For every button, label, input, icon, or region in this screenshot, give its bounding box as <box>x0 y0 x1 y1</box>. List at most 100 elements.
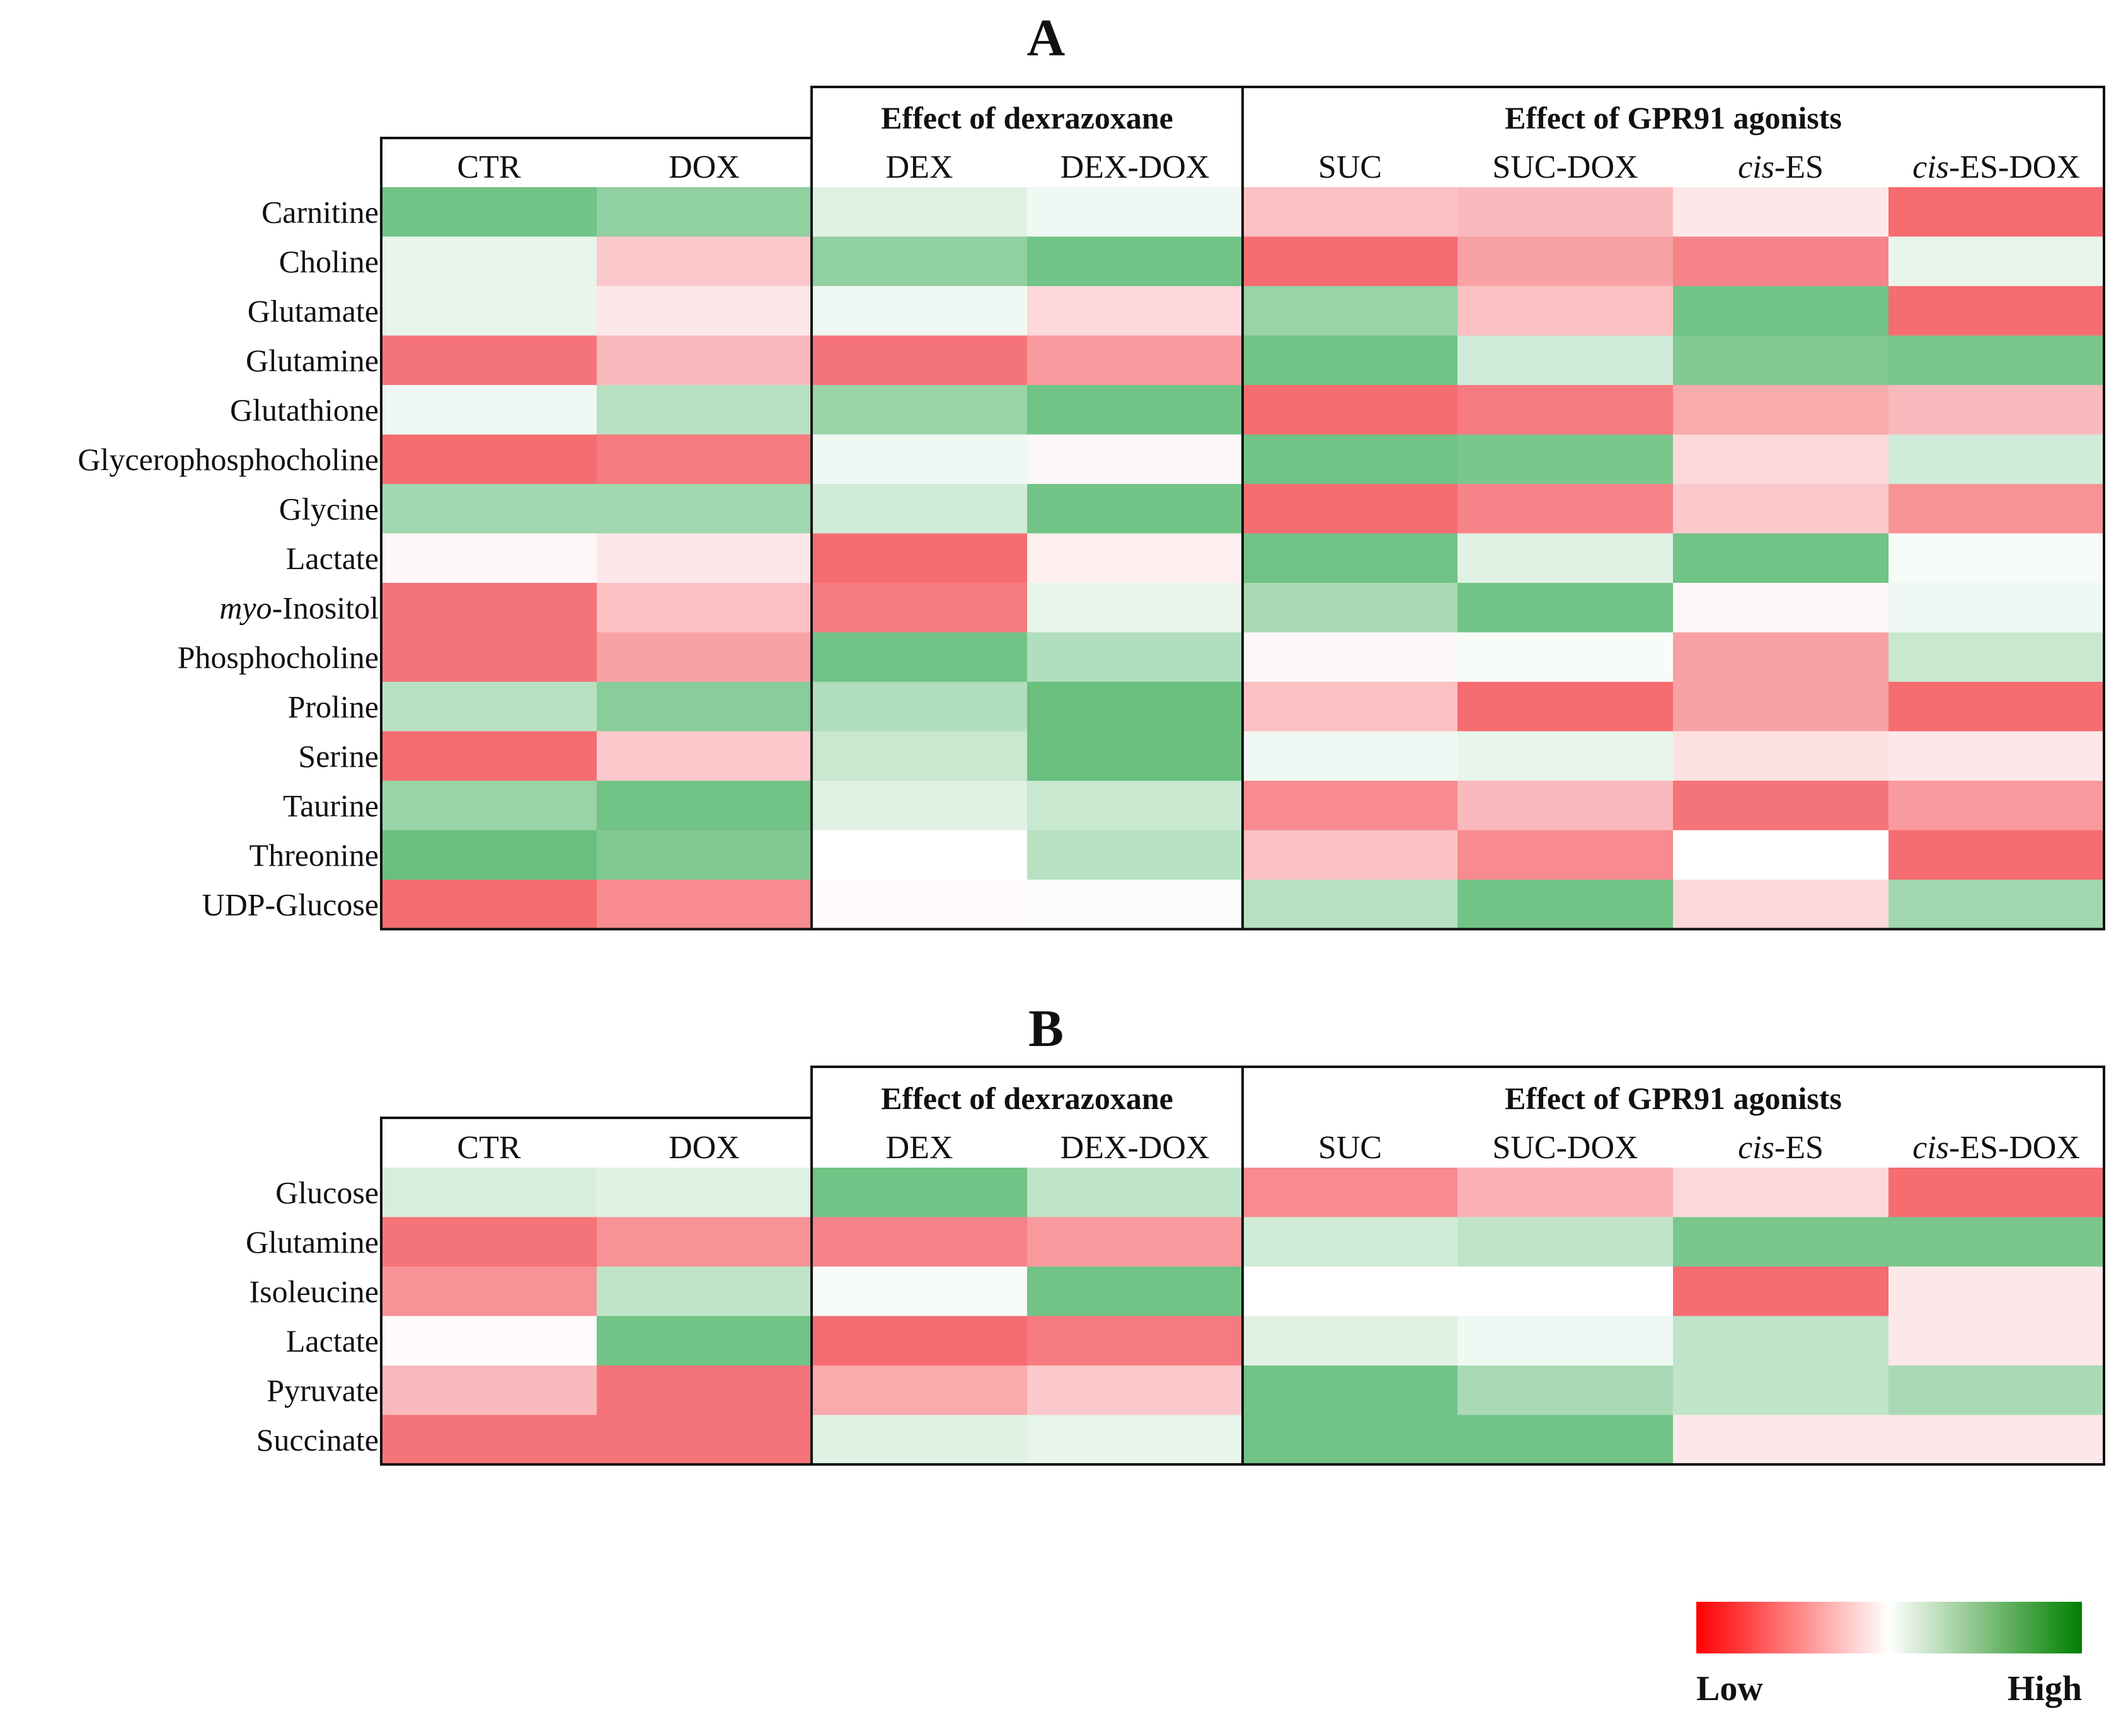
cell-glutamine-cis-es-dox <box>1888 335 2105 386</box>
cell-threonine-suc-dox <box>1457 830 1674 880</box>
cell-glutamate-cis-es-dox <box>1888 286 2105 336</box>
cell-serine-cis-es-dox <box>1888 731 2105 781</box>
cell-proline-cis-es <box>1673 682 1889 732</box>
cell-isoleucine-suc-dox <box>1457 1267 1674 1317</box>
column-label-suc-dox: SUC-DOX <box>1492 149 1638 185</box>
group-frame-3 <box>1241 86 2105 931</box>
row-label-serine: Serine <box>298 739 379 774</box>
cell-udp-glucose-ctr <box>381 880 597 930</box>
cell-glutathione-ctr <box>381 385 597 435</box>
cell-glycerophosphocholine-cis-es-dox <box>1888 434 2105 485</box>
cell-choline-cis-es-dox <box>1888 236 2105 287</box>
heatmap-cells <box>381 1168 2105 1465</box>
column-label-cis-es: cis-ES <box>1738 1130 1824 1166</box>
row-label-glycerophosphocholine: Glycerophosphocholine <box>78 442 379 477</box>
column-label-dex-dox: DEX-DOX <box>1060 149 1210 185</box>
row-label-carnitine: Carnitine <box>262 194 379 229</box>
cell-proline-suc-dox <box>1457 682 1674 732</box>
cell-udp-glucose-dex-dox <box>1027 880 1243 930</box>
cell-lactate-dex <box>812 1316 1028 1366</box>
cell-glycerophosphocholine-dex-dox <box>1027 434 1243 485</box>
column-label-suc: SUC <box>1318 149 1382 185</box>
cell-lactate-cis-es <box>1673 533 1889 583</box>
legend-low-label: Low <box>1696 1669 1763 1708</box>
cell-carnitine-dex-dox <box>1027 187 1243 238</box>
cell-serine-ctr <box>381 731 597 781</box>
cell-phosphocholine-dex-dox <box>1027 632 1243 682</box>
cell-glycine-ctr <box>381 484 597 534</box>
cell-phosphocholine-cis-es-dox <box>1888 632 2105 682</box>
cell-taurine-dex <box>812 781 1028 831</box>
cell-succinate-ctr <box>381 1415 597 1465</box>
row-label-glucose: Glucose <box>275 1175 379 1210</box>
cell-glutamine-dex-dox <box>1027 335 1243 386</box>
cell-pyruvate-suc-dox <box>1457 1365 1674 1416</box>
column-label-cis-es: cis-ES <box>1738 149 1824 185</box>
cell-glucose-dex-dox <box>1027 1168 1243 1218</box>
cell-succinate-cis-es <box>1673 1415 1889 1465</box>
column-label-suc: SUC <box>1318 1130 1382 1166</box>
row-label-lactate: Lactate <box>286 541 379 576</box>
row-label-taurine: Taurine <box>283 788 379 823</box>
cell-phosphocholine-ctr <box>381 632 597 682</box>
row-label-glutamine: Glutamine <box>246 1224 379 1260</box>
row-label-succinate: Succinate <box>256 1422 379 1457</box>
cell-glycerophosphocholine-suc-dox <box>1457 434 1674 485</box>
cell-glutamate-cis-es <box>1673 286 1889 336</box>
cell-taurine-suc <box>1243 781 1458 831</box>
cell-succinate-suc-dox <box>1457 1415 1674 1465</box>
cell-threonine-dex <box>812 830 1028 880</box>
cell-glucose-ctr <box>381 1168 597 1218</box>
cell-choline-cis-es <box>1673 236 1889 287</box>
cell-glucose-suc-dox <box>1457 1168 1674 1218</box>
cell-carnitine-dex <box>812 187 1028 238</box>
cell-glutathione-dex-dox <box>1027 385 1243 435</box>
cell-glutamine-dex <box>812 335 1028 386</box>
cell-isoleucine-dox <box>597 1267 812 1317</box>
cell-glucose-suc <box>1243 1168 1458 1218</box>
color-scale-legend: Low High <box>1696 1602 2082 1708</box>
cell-carnitine-dox <box>597 187 812 238</box>
cell-glycine-cis-es <box>1673 484 1889 534</box>
cell-glycine-dex-dox <box>1027 484 1243 534</box>
row-label-pyruvate: Pyruvate <box>267 1372 379 1408</box>
column-label-dox: DOX <box>669 149 740 185</box>
cell-phosphocholine-dox <box>597 632 812 682</box>
cell-glutathione-cis-es-dox <box>1888 385 2105 435</box>
cell-glutamine-dex <box>812 1217 1028 1267</box>
cell-lactate-cis-es <box>1673 1316 1889 1366</box>
cell-proline-cis-es-dox <box>1888 682 2105 732</box>
cell-lactate-dex <box>812 533 1028 583</box>
cell-succinate-dox <box>597 1415 812 1465</box>
cell-threonine-suc <box>1243 830 1458 880</box>
cell-glycerophosphocholine-cis-es <box>1673 434 1889 485</box>
cell-glycerophosphocholine-dox <box>597 434 812 485</box>
cell-choline-suc <box>1243 236 1458 287</box>
column-label-ctr: CTR <box>457 1130 520 1166</box>
cell-glutamine-suc <box>1243 335 1458 386</box>
cell-lactate-suc-dox <box>1457 1316 1674 1366</box>
cell-glutamine-cis-es-dox <box>1888 1217 2105 1267</box>
cell-glucose-cis-es-dox <box>1888 1168 2105 1218</box>
cell-serine-dex-dox <box>1027 731 1243 781</box>
column-label-cis-es-dox: cis-ES-DOX <box>1912 1130 2080 1166</box>
cell-glutamine-cis-es <box>1673 1217 1889 1267</box>
cell-udp-glucose-cis-es <box>1673 880 1889 930</box>
cell-glycine-dox <box>597 484 812 534</box>
cell-pyruvate-dox <box>597 1365 812 1416</box>
cell-glycerophosphocholine-dex <box>812 434 1028 485</box>
group-title-effect-of-gpr91-agonists: Effect of GPR91 agonists <box>1505 1081 1842 1116</box>
group-frame-3 <box>1241 1066 2105 1466</box>
cell-glucose-dex <box>812 1168 1028 1218</box>
cell-proline-dex-dox <box>1027 682 1243 732</box>
cell-myo-inositol-dex-dox <box>1027 583 1243 633</box>
cell-glutathione-dox <box>597 385 812 435</box>
row-label-glutamine: Glutamine <box>246 343 379 378</box>
cell-lactate-dex-dox <box>1027 1316 1243 1366</box>
cell-succinate-suc <box>1243 1415 1458 1465</box>
cell-glycine-suc <box>1243 484 1458 534</box>
cell-udp-glucose-cis-es-dox <box>1888 880 2105 930</box>
cell-glycerophosphocholine-suc <box>1243 434 1458 485</box>
cell-taurine-suc-dox <box>1457 781 1674 831</box>
cell-glutamate-suc-dox <box>1457 286 1674 336</box>
